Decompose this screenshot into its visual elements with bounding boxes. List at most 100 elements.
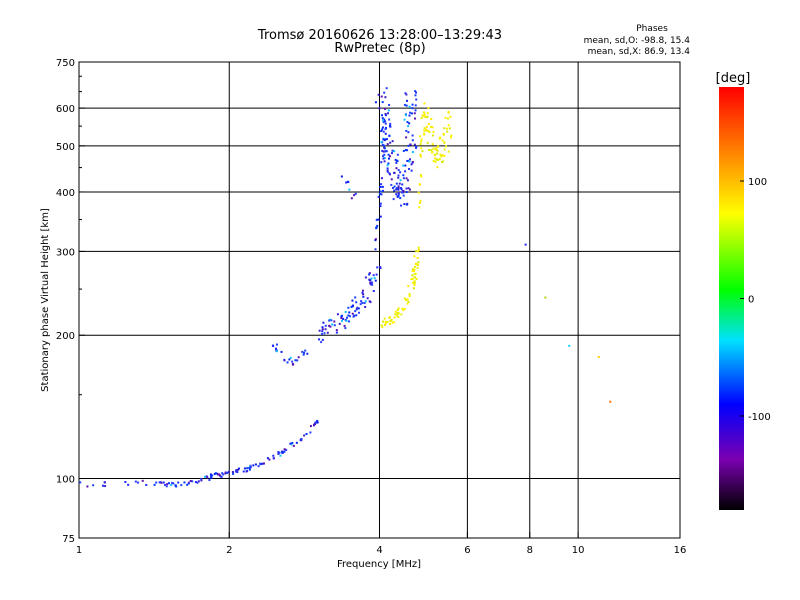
o-mode-point [379,215,382,218]
o-mode-point [102,484,105,487]
o-mode-point [411,103,414,106]
data-points [79,87,612,488]
legend-title: Phases [636,24,668,34]
o-mode-point [344,311,347,314]
o-mode-point [385,126,388,129]
o-mode-point [361,289,364,292]
y-tick-label: 200 [56,331,75,342]
o-mode-point [162,481,165,484]
o-mode-point [388,103,391,106]
o-mode-point [364,300,367,303]
x-mode-point [421,114,424,117]
o-mode-point [379,190,382,193]
o-mode-point [399,171,402,174]
x-mode-point [407,300,410,303]
x-mode-point [383,317,386,320]
o-mode-point [415,91,418,94]
x-mode-point [397,315,400,318]
o-mode-point [288,358,291,361]
x-mode-point [394,310,397,313]
o-mode-point [393,189,396,192]
o-mode-point [380,130,383,133]
o-mode-point [294,359,297,362]
chart-title: Tromsø 20160626 13:28:00–13:29:43 [257,28,502,43]
x-mode-point [413,255,416,258]
o-mode-point [389,124,392,127]
o-mode-point [283,448,286,451]
o-mode-point [383,139,386,142]
o-mode-point [378,266,381,269]
o-mode-point [335,329,338,332]
o-mode-point [408,158,411,161]
o-mode-point [208,479,211,482]
o-mode-point [214,472,217,475]
o-mode-point [399,187,402,190]
o-mode-point [393,185,396,188]
o-mode-point [380,177,383,180]
o-mode-point [378,107,381,110]
o-mode-point [368,300,371,303]
x-mode-point [444,116,447,119]
o-mode-point [369,281,372,284]
o-mode-point [124,480,127,483]
x-mode-point [393,321,396,324]
o-mode-point [379,202,382,205]
o-mode-point [390,152,393,155]
x-mode-point [384,324,387,327]
o-mode-point [354,192,357,195]
o-mode-point [411,139,414,142]
x-mode-point [412,287,415,290]
o-mode-point [222,473,225,476]
o-mode-point [411,107,414,110]
x-mode-point [386,320,389,323]
o-mode-point [312,424,315,427]
o-mode-point [343,324,346,327]
o-mode-point [395,193,398,196]
o-mode-point [411,134,414,137]
x-mode-point [439,153,442,156]
o-mode-point [297,356,300,359]
o-mode-point [383,118,386,121]
x-mode-point [446,130,449,133]
o-mode-point [372,290,375,293]
x-mode-point [442,160,445,163]
o-mode-point [396,153,399,156]
x-mode-point [408,293,411,296]
x-mode-point [390,319,393,322]
o-mode-point [388,134,391,137]
o-mode-point [408,160,411,163]
x-mode-point [410,278,413,281]
o-mode-point [335,331,338,334]
o-mode-point [406,159,409,162]
x-mode-point [423,129,426,132]
y-tick-label: 400 [56,188,75,199]
colorbar-ticks: 100 0 -100 [740,177,771,423]
o-mode-point [383,144,386,147]
o-mode-point [281,451,284,454]
o-mode-point [166,483,169,486]
o-mode-point [361,291,364,294]
isolated-point [597,356,600,359]
o-mode-point [380,161,383,164]
x-mode-point [418,206,421,209]
o-mode-point [414,104,417,107]
colorbar-tick-label: 0 [748,295,754,306]
x-mode-point [384,320,387,323]
o-mode-point [260,462,263,465]
x-mode-point [417,261,420,264]
o-mode-point [368,272,371,275]
o-mode-point [155,481,158,484]
o-mode-point [362,295,365,298]
o-mode-point [405,177,408,180]
o-mode-point [356,306,359,309]
o-mode-point [206,476,209,479]
o-mode-point [158,481,161,484]
o-mode-point [376,224,379,227]
o-mode-point [386,143,389,146]
x-mode-point [413,276,416,279]
o-mode-point [414,94,417,97]
x-mode-point [425,128,428,131]
o-mode-point [374,101,377,104]
o-mode-point [331,323,334,326]
